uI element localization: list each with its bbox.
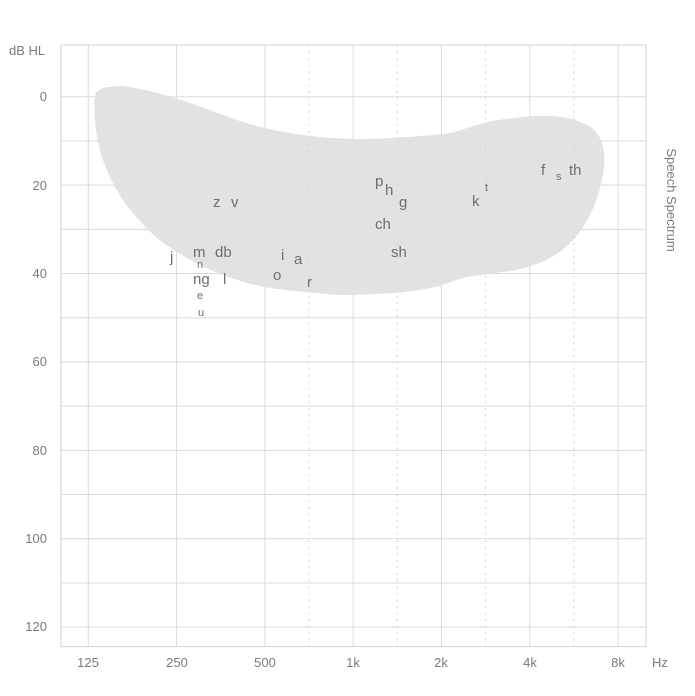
svg-text:r: r <box>307 274 312 291</box>
svg-text:s: s <box>556 171 562 183</box>
svg-text:a: a <box>294 251 303 268</box>
svg-text:60: 60 <box>33 354 47 369</box>
svg-text:l: l <box>223 271 226 288</box>
svg-text:250: 250 <box>166 655 188 670</box>
svg-text:i: i <box>281 247 284 264</box>
svg-text:o: o <box>273 267 281 284</box>
svg-text:ng: ng <box>193 271 210 288</box>
svg-text:100: 100 <box>25 531 47 546</box>
svg-text:j: j <box>169 249 173 266</box>
svg-text:120: 120 <box>25 619 47 634</box>
svg-text:8k: 8k <box>611 655 625 670</box>
svg-text:20: 20 <box>33 178 47 193</box>
svg-text:n: n <box>197 259 203 271</box>
svg-text:h: h <box>385 182 393 199</box>
svg-text:ch: ch <box>375 216 391 233</box>
svg-text:40: 40 <box>33 266 47 281</box>
svg-text:db: db <box>215 244 232 261</box>
svg-text:v: v <box>231 194 239 211</box>
svg-text:dB HL: dB HL <box>9 43 45 58</box>
svg-text:1k: 1k <box>346 655 360 670</box>
svg-text:k: k <box>472 193 480 210</box>
svg-text:p: p <box>375 173 383 190</box>
svg-text:g: g <box>399 194 407 211</box>
svg-text:0: 0 <box>40 89 47 104</box>
svg-text:z: z <box>213 194 221 211</box>
svg-text:e: e <box>197 290 203 302</box>
svg-text:sh: sh <box>391 244 407 261</box>
svg-text:125: 125 <box>77 655 99 670</box>
svg-text:t: t <box>485 182 488 194</box>
svg-text:Hz: Hz <box>652 655 668 670</box>
svg-text:th: th <box>569 162 582 179</box>
svg-text:500: 500 <box>254 655 276 670</box>
svg-text:80: 80 <box>33 443 47 458</box>
svg-text:Speech Spectrum: Speech Spectrum <box>664 148 679 251</box>
svg-text:u: u <box>198 307 204 319</box>
svg-text:2k: 2k <box>434 655 448 670</box>
svg-text:4k: 4k <box>523 655 537 670</box>
